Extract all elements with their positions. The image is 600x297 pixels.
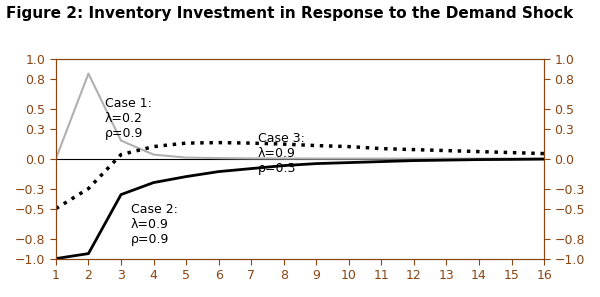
Text: Figure 2: Inventory Investment in Response to the Demand Shock: Figure 2: Inventory Investment in Respon…	[6, 6, 573, 21]
Text: Case 1:
λ=0.2
ρ=0.9: Case 1: λ=0.2 ρ=0.9	[105, 97, 152, 140]
Text: Case 2:
λ=0.9
ρ=0.9: Case 2: λ=0.9 ρ=0.9	[131, 203, 178, 246]
Text: Case 3:
λ=0.9
ρ=0.3: Case 3: λ=0.9 ρ=0.3	[257, 132, 305, 175]
